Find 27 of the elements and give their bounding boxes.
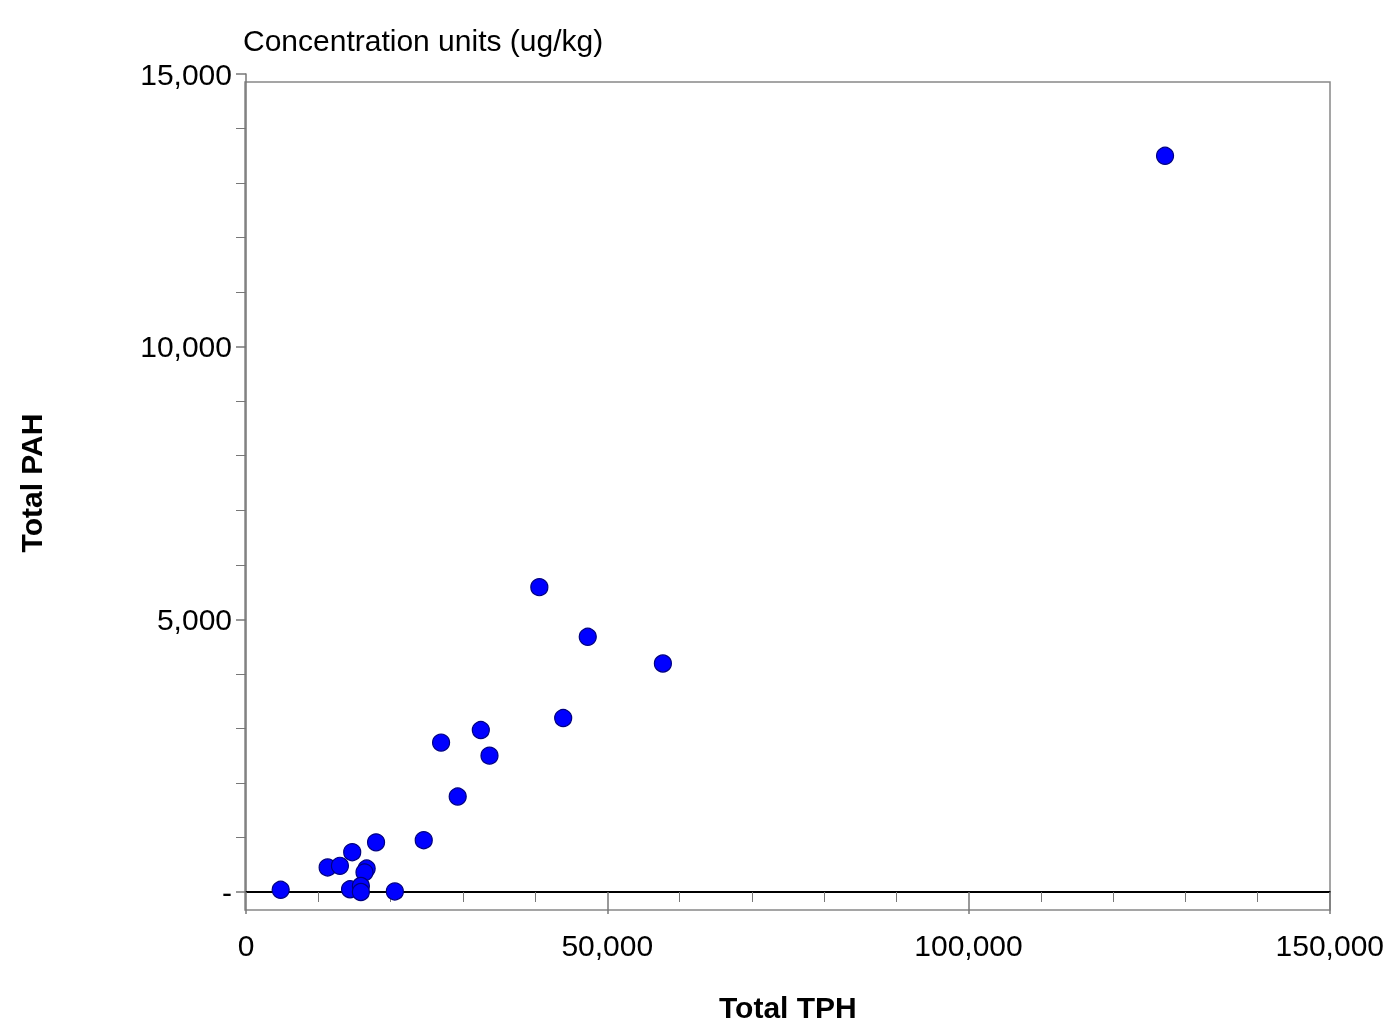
x-tick-label: 150,000 bbox=[1275, 928, 1385, 962]
point bbox=[414, 831, 433, 850]
x-tick-label: 0 bbox=[237, 928, 255, 962]
point bbox=[366, 833, 386, 852]
point bbox=[480, 746, 499, 765]
y-tick-label: - bbox=[222, 875, 232, 909]
x-tick-label: 50,000 bbox=[561, 928, 654, 962]
point bbox=[385, 882, 404, 901]
point bbox=[554, 708, 573, 728]
y-tick-label: 15,000 bbox=[140, 57, 232, 91]
point bbox=[530, 578, 549, 597]
point bbox=[471, 720, 490, 740]
chart-title: Concentration units (ug/kg) bbox=[243, 23, 604, 57]
point bbox=[343, 843, 362, 862]
y-axis-title: Total PAH bbox=[14, 413, 48, 553]
point bbox=[351, 882, 370, 902]
point bbox=[653, 654, 672, 673]
y-tick-label: 5,000 bbox=[156, 602, 232, 636]
point bbox=[330, 856, 350, 875]
point bbox=[432, 733, 451, 752]
x-axis-title: Total TPH bbox=[719, 990, 857, 1024]
point bbox=[1155, 146, 1175, 165]
y-tick-label: 10,000 bbox=[140, 330, 232, 364]
x-tick-label: 100,000 bbox=[914, 928, 1023, 962]
point bbox=[578, 627, 597, 646]
point bbox=[271, 880, 290, 899]
point bbox=[448, 787, 467, 806]
